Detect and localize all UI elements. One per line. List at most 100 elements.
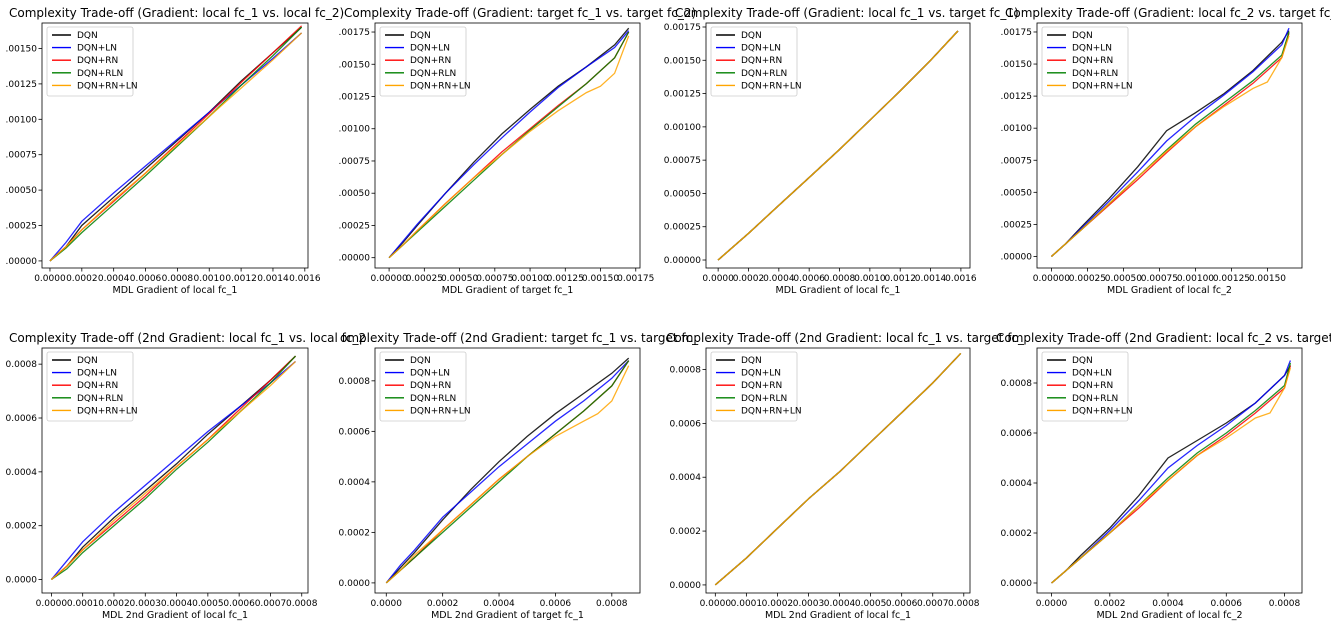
plot-frame <box>41 22 309 269</box>
series-group <box>1050 27 1290 257</box>
series-group <box>714 352 962 586</box>
legend-label: DQN+RN+LN <box>410 81 471 91</box>
x-tick-label: 0.0012 <box>884 274 916 284</box>
legend-box <box>379 351 467 422</box>
x-tick-label: 0.0008 <box>162 274 194 284</box>
x-tick-label: 0.0000 <box>36 599 68 609</box>
y-tick-label: 0.00075 <box>664 156 701 166</box>
x-tick-label: 0.0004 <box>161 599 193 609</box>
x-tick-label: 0.0002 <box>66 274 98 284</box>
series-line-dqn-rn-ln <box>49 32 303 262</box>
legend-label: DQN <box>1072 31 1093 41</box>
x-tick-label: 0.0005 <box>855 599 887 609</box>
y-tick-label: 0.0004 <box>1001 479 1033 489</box>
legend-label: DQN+LN <box>741 44 781 54</box>
y-tick-label: .00025 <box>6 222 38 232</box>
y-tick-label: 0.0006 <box>339 427 371 437</box>
y-tick-label: 0.00150 <box>664 56 701 66</box>
y-tick-label: 0.0008 <box>6 360 38 370</box>
legend-label: DQN+RN <box>77 381 118 391</box>
x-axis-label: MDL 2nd Gradient of local fc_1 <box>102 610 248 621</box>
x-tick-label: 0.0003 <box>130 599 162 609</box>
series-line-dqn-rn-ln <box>714 352 962 586</box>
legend-label: DQN <box>741 31 762 41</box>
legend-label: DQN <box>77 356 98 366</box>
series-line-dqn-ln <box>385 360 630 584</box>
subplot-title: Complexity Trade-off (2nd Gradient: loca… <box>9 331 366 345</box>
legend-label: DQN+RLN <box>410 394 456 404</box>
y-tick-label: 0.0006 <box>670 419 702 429</box>
x-tick-label: 0.00100 <box>1177 274 1214 284</box>
x-tick-label: 0.0008 <box>596 599 628 609</box>
legend: DQN DQN+LN DQN+RN DQN+RLN DQN+RN+LN <box>710 26 802 97</box>
x-axis-label: MDL 2nd Gradient of local fc_1 <box>765 610 911 621</box>
legend-label: DQN+RN+LN <box>77 406 138 416</box>
subplot-2: Complexity Trade-off (Gradient: target f… <box>339 6 697 296</box>
x-tick-label: 0.0004 <box>98 274 130 284</box>
x-axis-label: MDL Gradient of target fc_1 <box>442 285 574 296</box>
y-tick-label: 0.00175 <box>664 23 701 33</box>
y-tick-label: .00125 <box>339 93 371 103</box>
x-tick-label: 0.0006 <box>793 274 825 284</box>
legend-label: DQN+RN <box>77 56 118 66</box>
series-line-dqn-ln <box>388 30 630 259</box>
subplot-7: Complexity Trade-off (2nd Gradient: loca… <box>666 331 1025 621</box>
x-tick-label: 0.0002 <box>1094 599 1126 609</box>
legend-label: DQN+RLN <box>77 394 123 404</box>
subplot-title: Complexity Trade-off (2nd Gradient: loca… <box>666 331 1025 345</box>
series-group <box>385 357 630 584</box>
y-tick-label: .00075 <box>6 151 38 161</box>
x-tick-label: 0.0006 <box>1211 599 1243 609</box>
x-tick-label: 0.0004 <box>483 599 515 609</box>
legend-label: DQN+RN <box>410 381 451 391</box>
legend-label: DQN+RN <box>1072 56 1113 66</box>
legend-label: DQN+LN <box>410 44 450 54</box>
legend-label: DQN+LN <box>1072 369 1112 379</box>
series-line-dqn-rn-ln <box>385 365 630 584</box>
x-tick-label: 0.00075 <box>1141 274 1178 284</box>
x-tick-label: 0.0002 <box>733 274 765 284</box>
x-tick-label: 0.0008 <box>286 599 318 609</box>
subplot-1: Complexity Trade-off (Gradient: local fc… <box>6 6 345 296</box>
legend-label: DQN <box>77 31 98 41</box>
x-tick-label: 0.0004 <box>824 599 856 609</box>
y-tick-label: .00100 <box>339 125 371 135</box>
legend-label: DQN+RN <box>1072 381 1113 391</box>
legend-label: DQN+RN+LN <box>741 81 802 91</box>
y-tick-label: 0.00000 <box>664 256 701 266</box>
x-tick-label: 0.0003 <box>793 599 825 609</box>
legend-label: DQN <box>741 356 762 366</box>
series-line-dqn-rn-ln <box>717 30 959 261</box>
y-tick-label: .00150 <box>6 44 38 54</box>
legend-label: DQN+RLN <box>741 394 787 404</box>
y-tick-label: 0.00100 <box>664 123 701 133</box>
y-tick-label: 0.0002 <box>670 527 702 537</box>
y-tick-label: 0.0002 <box>6 522 38 532</box>
legend-label: DQN <box>410 31 431 41</box>
series-group <box>1051 360 1292 584</box>
y-tick-label: .00175 <box>1001 28 1033 38</box>
x-tick-label: 0.00050 <box>441 274 478 284</box>
series-line-dqn <box>385 357 630 584</box>
series-line-dqn-rn-ln <box>1050 35 1290 257</box>
x-tick-label: 0.0000 <box>34 274 66 284</box>
legend-label: DQN+RN+LN <box>1072 406 1133 416</box>
x-tick-label: 0.00025 <box>406 274 443 284</box>
subplot-title: Complexity Trade-off (Gradient: local fc… <box>675 6 1019 20</box>
plot-frame <box>1036 22 1303 269</box>
legend-box <box>1041 26 1129 97</box>
x-tick-label: 0.00025 <box>1069 274 1106 284</box>
legend-box <box>46 26 134 97</box>
subplot-8: Complexity Trade-off (2nd Gradient: loca… <box>996 331 1331 621</box>
series-line-dqn-ln <box>49 32 303 262</box>
x-tick-label: 0.0004 <box>763 274 795 284</box>
x-axis-label: MDL Gradient of local fc_1 <box>776 285 901 296</box>
plot-frame <box>1036 347 1303 594</box>
y-tick-label: 0.0000 <box>670 581 702 591</box>
series-line-dqn-rn-ln <box>388 35 630 259</box>
x-tick-label: 0.0006 <box>223 599 255 609</box>
y-tick-label: .00075 <box>1001 156 1033 166</box>
y-tick-label: 0.00025 <box>664 223 701 233</box>
x-tick-label: 0.0016 <box>289 274 321 284</box>
series-line-dqn-rn-ln <box>50 361 296 580</box>
